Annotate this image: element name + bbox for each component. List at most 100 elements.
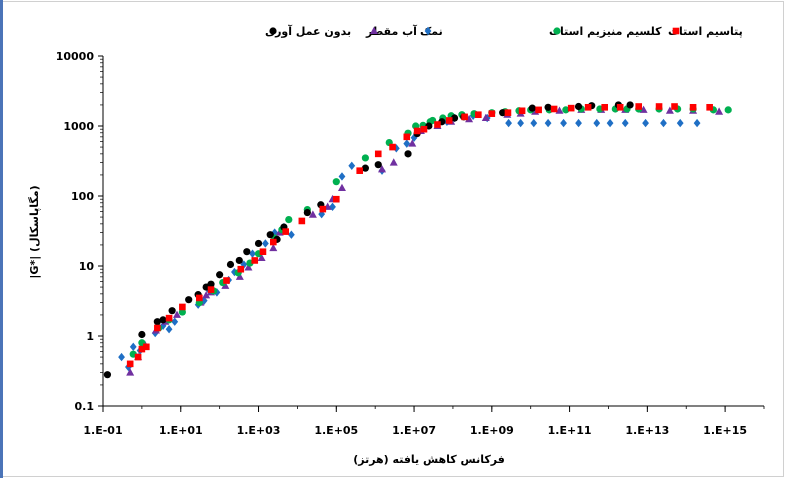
data-point: [665, 106, 674, 114]
x-tick-label: 1.E+01: [159, 424, 203, 437]
data-point: [606, 118, 614, 128]
data-point: [562, 106, 570, 114]
data-point: [392, 144, 400, 153]
data-point: [378, 165, 387, 173]
x-tick-label: 1.E+11: [548, 424, 592, 437]
data-point: [715, 107, 724, 115]
data-point: [249, 249, 256, 258]
data-point: [298, 217, 306, 225]
data-point: [103, 371, 112, 379]
data-points: [103, 101, 732, 379]
x-tick-label: 1.E+03: [237, 424, 281, 437]
data-point: [244, 263, 253, 271]
data-point: [574, 102, 583, 111]
y-tick-label: 1: [86, 330, 94, 343]
data-point: [270, 238, 277, 246]
data-point: [303, 208, 311, 217]
x-axis-title: فرکانس کاهش یافته (هرتز): [353, 453, 505, 466]
data-point: [505, 118, 512, 128]
data-point: [269, 243, 278, 252]
data-point: [221, 281, 230, 289]
data-point: [550, 105, 558, 113]
data-point: [285, 216, 293, 224]
data-point: [235, 272, 244, 280]
legend-label: نمک: [420, 25, 443, 38]
data-point: [689, 103, 697, 111]
data-point: [676, 118, 684, 128]
data-point: [475, 111, 482, 119]
data-point: [159, 316, 167, 324]
x-tick-label: 1.E+13: [625, 424, 669, 437]
data-point: [601, 103, 609, 111]
data-point: [626, 101, 634, 109]
data-point: [518, 107, 526, 115]
data-point: [403, 133, 411, 141]
data-point: [374, 161, 382, 169]
data-point: [389, 143, 396, 151]
legend-label: پتاسیم استات: [668, 25, 743, 38]
data-point: [226, 260, 235, 269]
data-point: [337, 183, 346, 192]
data-point: [374, 150, 382, 158]
data-point: [517, 118, 525, 128]
legend-label: کلسیم منیزیم استات: [549, 25, 662, 38]
data-point: [420, 125, 428, 133]
legend-marker: [424, 26, 432, 36]
data-point: [621, 118, 629, 128]
data-point: [202, 291, 211, 299]
data-point: [445, 117, 453, 124]
data-point: [259, 248, 267, 256]
x-tick-label: 1.E-01: [83, 424, 122, 437]
data-point: [528, 104, 536, 112]
data-point: [404, 150, 412, 158]
data-point: [706, 103, 713, 111]
y-tick-label: 10: [79, 260, 95, 273]
data-point: [488, 110, 496, 117]
data-point: [465, 114, 474, 123]
data-point: [544, 103, 552, 111]
data-point: [655, 103, 663, 110]
data-point: [308, 210, 317, 218]
data-point: [332, 195, 340, 203]
data-point: [154, 324, 161, 332]
axes: 0.1 1 10 100 1000 10000 1.E-01 1.E+01 1.E+03 1.E+…: [56, 50, 765, 437]
x-tick-label: 1.E+05: [314, 424, 358, 437]
x-tick-label: 1.E+07: [392, 424, 436, 437]
data-point: [530, 118, 538, 128]
data-point: [266, 231, 274, 239]
y-axis-title: |G*| (مگاپاسکال): [28, 185, 41, 278]
x-tick-label: 1.E+09: [470, 424, 514, 437]
y-tick-label: 10000: [56, 50, 95, 63]
data-point: [671, 103, 678, 110]
legend: بدون عمل آوری آب مقطر نمک کلسیم منیزیم استا…: [265, 24, 743, 38]
data-point: [642, 118, 649, 128]
data-point: [287, 230, 295, 239]
data-point: [207, 286, 215, 293]
data-point: [165, 314, 173, 322]
legend-marker: [370, 26, 378, 34]
data-point: [693, 118, 701, 128]
data-point: [282, 228, 290, 235]
legend-marker: [672, 27, 680, 35]
data-point: [261, 239, 269, 248]
data-point: [237, 265, 245, 273]
data-point: [555, 106, 564, 114]
data-point: [251, 257, 259, 264]
data-point: [143, 343, 150, 351]
data-point: [172, 310, 181, 318]
y-tick-label: 100: [71, 190, 94, 203]
data-point: [134, 353, 142, 361]
data-point: [271, 228, 279, 237]
data-point: [319, 205, 327, 213]
data-point: [207, 280, 215, 288]
data-point: [338, 172, 346, 181]
data-point: [185, 296, 193, 304]
legend-label: آب مقطر: [365, 24, 417, 38]
data-point: [461, 113, 468, 121]
data-point: [724, 106, 732, 114]
data-point: [481, 113, 490, 122]
data-point: [126, 360, 134, 368]
y-tick-label: 0.1: [75, 400, 95, 413]
data-point: [408, 139, 417, 147]
x-tick-label: 1.E+15: [703, 424, 747, 437]
